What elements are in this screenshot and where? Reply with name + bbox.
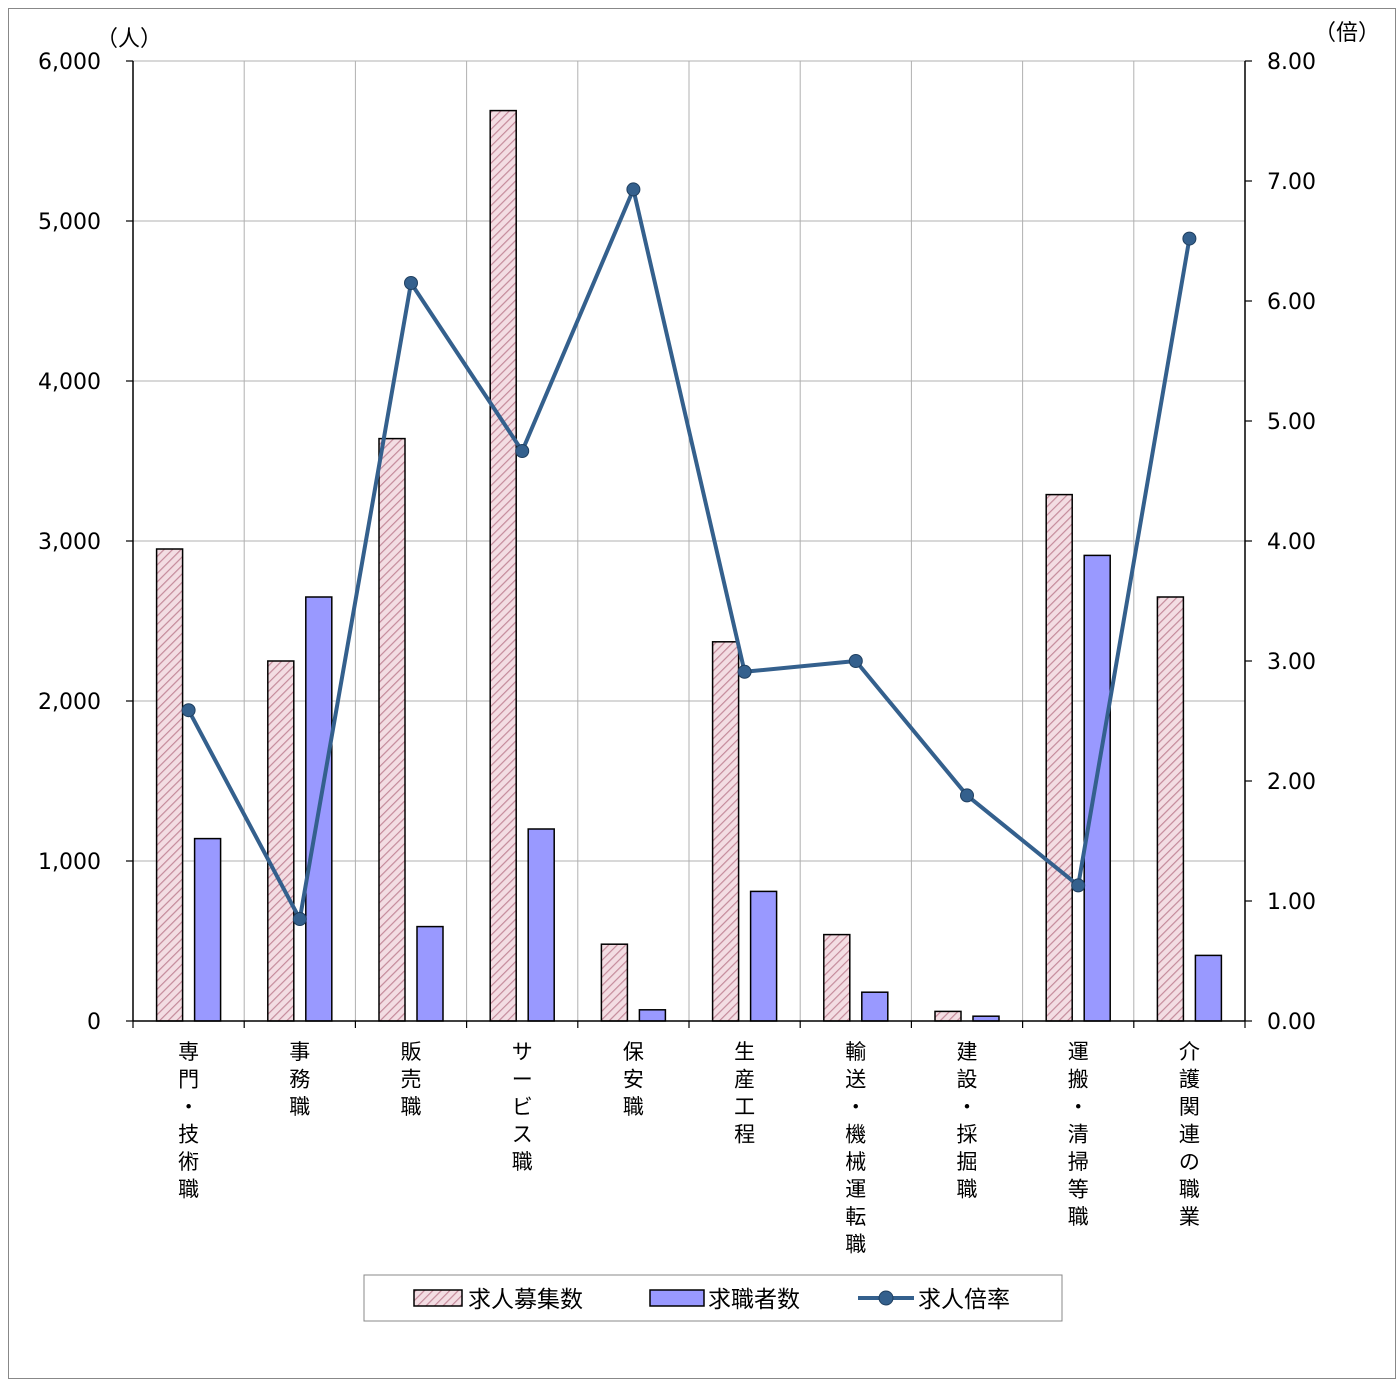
bar-job-openings [267, 660, 295, 1022]
right-tick-label: 6.00 [1267, 290, 1316, 315]
bar-job-seekers [749, 890, 778, 1022]
bar-job-seekers [638, 1009, 667, 1022]
bar-job-openings [600, 943, 629, 1022]
bar-job-openings [934, 1010, 962, 1022]
left-tick-label: 6,000 [38, 50, 101, 75]
ratio-marker [292, 912, 307, 926]
ratio-marker [626, 182, 641, 197]
category-label: 輸送・機械運転職 [845, 1040, 866, 1257]
right-tick-label: 1.00 [1267, 890, 1316, 915]
category-label: 事務職 [289, 1040, 310, 1119]
bar-job-seekers [193, 837, 222, 1022]
right-tick-label: 4.00 [1267, 530, 1316, 555]
right-axis-unit-label: （倍） [1314, 21, 1380, 46]
bar-job-seekers [1194, 954, 1223, 1022]
bar-job-openings [489, 109, 517, 1022]
ratio-marker [737, 664, 752, 679]
left-tick-label: 2,000 [38, 690, 101, 715]
legend-swatch-job-openings [413, 1289, 463, 1307]
ratio-polyline [186, 187, 1192, 921]
ratio-marker [404, 276, 418, 290]
legend-box [363, 1274, 1063, 1322]
left-axis-unit-label: （人） [96, 27, 162, 52]
legend-swatch-job-seekers [649, 1289, 705, 1307]
ratio-marker [1182, 231, 1197, 246]
labels: （人） （倍） 0 1,000 2,000 3,000 4,000 5,000 6,000 0… [38, 21, 1380, 1257]
legend-marker-ratio [878, 1290, 894, 1306]
left-tick-label: 5,000 [38, 210, 101, 235]
ratio-line [181, 182, 1197, 926]
ratio-marker [515, 444, 530, 458]
left-tick-label: 4,000 [38, 370, 101, 395]
bar-job-seekers [1083, 554, 1111, 1022]
bar-job-openings [1156, 596, 1185, 1022]
category-label: サービス職 [512, 1040, 533, 1174]
left-tick-label: 1,000 [38, 850, 101, 875]
axes [126, 60, 1252, 1028]
category-label: 運搬・清掃等職 [1068, 1040, 1089, 1229]
bars [155, 109, 1223, 1022]
category-label: 販売職 [401, 1040, 422, 1119]
bar-job-seekers [861, 991, 889, 1022]
right-tick-label: 3.00 [1267, 650, 1316, 675]
bar-job-openings [823, 933, 851, 1022]
bar-job-openings [155, 548, 184, 1022]
ratio-marker [181, 703, 196, 718]
right-tick-label: 0.00 [1267, 1010, 1316, 1035]
category-label: 建設・採掘職 [957, 1040, 978, 1202]
right-tick-label: 7.00 [1267, 170, 1316, 195]
bar-job-openings [711, 641, 740, 1022]
left-tick-label: 0 [87, 1010, 101, 1035]
bar-job-seekers [527, 828, 555, 1022]
category-label: 保安職 [623, 1040, 644, 1119]
ratio-marker [1071, 878, 1086, 893]
right-tick-label: 8.00 [1267, 50, 1316, 75]
bar-job-seekers [416, 925, 444, 1022]
left-tick-label: 3,000 [38, 530, 101, 555]
legend-label-ratio: 求人倍率 [918, 1287, 1010, 1313]
right-tick-label: 2.00 [1267, 770, 1316, 795]
right-tick-label: 5.00 [1267, 410, 1316, 435]
category-label: 専門・技術職 [178, 1040, 199, 1202]
ratio-marker [960, 788, 974, 803]
category-label: 生産工程 [734, 1040, 755, 1147]
bar-job-openings [378, 437, 406, 1022]
legend-label-job-openings: 求人募集数 [468, 1287, 583, 1313]
category-label: 介護関連の職業 [1179, 1040, 1200, 1229]
bar-job-openings [1045, 493, 1073, 1022]
legend-label-job-seekers: 求職者数 [708, 1287, 800, 1313]
ratio-marker [848, 654, 863, 668]
legend: 求人募集数 求職者数 求人倍率 [363, 1274, 1063, 1322]
